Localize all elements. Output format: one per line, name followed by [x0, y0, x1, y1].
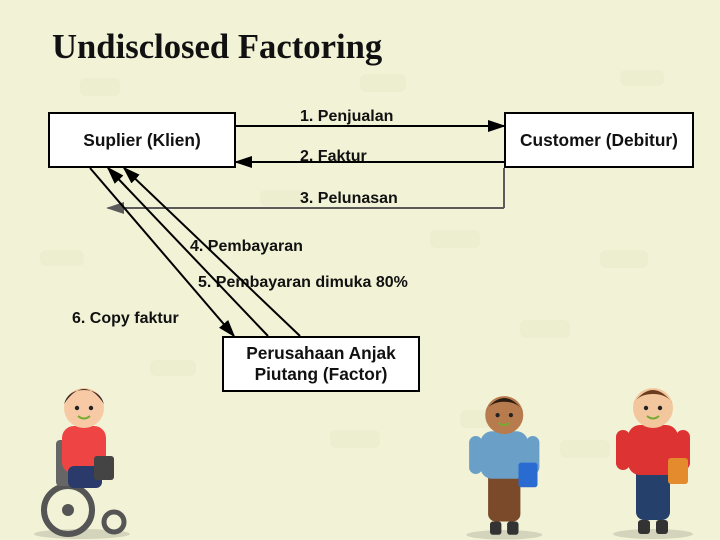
node-customer-label: Customer (Debitur) — [520, 130, 678, 151]
node-supplier: Suplier (Klien) — [48, 112, 236, 168]
node-supplier-label: Suplier (Klien) — [83, 130, 200, 151]
edge-label-penjualan: 1. Penjualan — [300, 108, 393, 126]
edge-label-faktur: 2. Faktur — [300, 148, 367, 166]
edge-label-pembayaran: 4. Pembayaran — [190, 238, 303, 256]
node-customer: Customer (Debitur) — [504, 112, 694, 168]
edge-label-dimuka: 5. Pembayaran dimuka 80% — [198, 274, 408, 292]
node-factor: Perusahaan AnjakPiutang (Factor) — [222, 336, 420, 392]
edge-label-copyfaktur: 6. Copy faktur — [72, 310, 179, 328]
edge-label-pelunasan: 3. Pelunasan — [300, 190, 398, 208]
node-factor-label: Perusahaan AnjakPiutang (Factor) — [246, 343, 396, 385]
page-title: Undisclosed Factoring — [52, 28, 382, 67]
